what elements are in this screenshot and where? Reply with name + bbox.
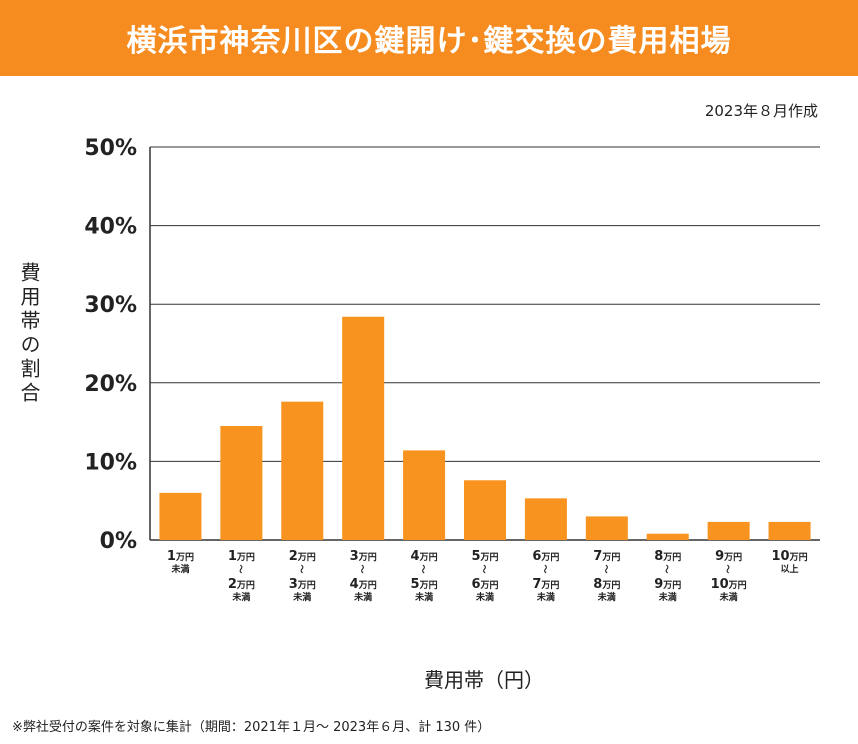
x-tick-label: 未満 — [597, 591, 616, 603]
x-tick-label: 未満 — [658, 591, 677, 603]
x-tick-label: 未満 — [536, 591, 555, 603]
x-tick-label: 5万円 — [411, 577, 438, 592]
bar — [464, 480, 506, 540]
x-tick-label: 7万円 — [532, 577, 559, 592]
x-tick-label: 4万円 — [350, 577, 377, 592]
x-tick-label: 8万円 — [654, 549, 681, 564]
x-tick-label: 未満 — [414, 591, 433, 603]
bar — [646, 533, 689, 540]
y-tick-label: 0% — [100, 529, 137, 554]
x-axis-label: 費用帯（円） — [424, 668, 544, 692]
y-tick-label: 10% — [84, 450, 137, 475]
y-tick-label: 50% — [84, 136, 137, 161]
x-tick-label: 10万円 — [711, 577, 747, 592]
x-tick-label: 〜 — [539, 564, 549, 573]
x-tick-label: 1万円 — [228, 549, 255, 564]
bar — [585, 516, 628, 540]
page-title: 横浜市神奈川区の鍵開け･鍵交換の費用相場 — [126, 24, 732, 59]
x-tick-label: 2万円 — [228, 577, 255, 592]
x-tick-label: 1万円 — [167, 549, 194, 564]
x-tick-label: 未満 — [292, 591, 311, 603]
y-tick-label: 20% — [84, 372, 137, 397]
x-tick-label: 〜 — [234, 564, 244, 573]
x-tick-label: 9万円 — [654, 577, 681, 592]
bar-chart: 0%10%20%30%40%50%1万円未満1万円〜2万円未満2万円〜3万円未満… — [84, 136, 820, 603]
x-tick-label: 〜 — [600, 564, 610, 573]
x-tick-label: 未満 — [231, 591, 250, 603]
x-tick-label: 7万円 — [593, 549, 620, 564]
x-tick-label: 6万円 — [471, 577, 498, 592]
bar — [707, 521, 750, 540]
x-tick-label: 未満 — [475, 591, 494, 603]
x-tick-label: 以上 — [781, 563, 799, 575]
x-tick-label: 2万円 — [289, 549, 316, 564]
bar — [768, 521, 811, 540]
title-banner: 横浜市神奈川区の鍵開け･鍵交換の費用相場 — [0, 0, 858, 76]
x-tick-label: 10万円 — [771, 549, 807, 564]
x-tick-label: 8万円 — [593, 577, 620, 592]
x-tick-label: 〜 — [478, 564, 488, 573]
bar — [524, 498, 567, 540]
x-tick-label: 未満 — [353, 591, 372, 603]
y-tick-label: 30% — [84, 293, 137, 318]
bar — [220, 426, 263, 540]
x-tick-label: 4万円 — [411, 549, 438, 564]
x-tick-label: 3万円 — [289, 577, 316, 592]
x-tick-label: 6万円 — [532, 549, 559, 564]
x-tick-label: 〜 — [722, 564, 732, 573]
x-tick-label: 〜 — [661, 564, 671, 573]
x-tick-label: 未満 — [170, 563, 189, 575]
x-tick-label: 5万円 — [471, 549, 498, 564]
bar — [159, 492, 202, 540]
bar — [342, 316, 385, 540]
x-tick-label: 〜 — [417, 564, 427, 573]
bar — [403, 450, 446, 540]
x-tick-label: 〜 — [295, 564, 305, 573]
y-tick-label: 40% — [84, 215, 137, 240]
footnote: ※弊社受付の案件を対象に集計（期間：2021年１月～ 2023年６月、計 130… — [12, 720, 491, 735]
x-tick-label: 3万円 — [350, 549, 377, 564]
bar — [281, 401, 324, 540]
x-tick-label: 〜 — [356, 564, 366, 573]
x-tick-label: 9万円 — [715, 549, 742, 564]
x-tick-label: 未満 — [719, 591, 738, 603]
y-axis-label: 費用帯の割合 — [17, 262, 41, 406]
created-date: 2023年８月作成 — [704, 102, 818, 120]
